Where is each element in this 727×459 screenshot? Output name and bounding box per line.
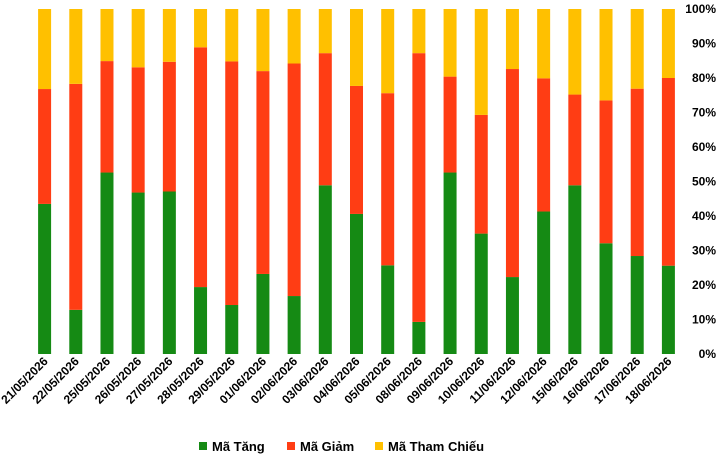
bar-segment-2-1 bbox=[38, 89, 52, 204]
bar-segment-3-18 bbox=[568, 9, 582, 95]
bar-segment-2-19 bbox=[599, 100, 613, 244]
bar-segment-2-18 bbox=[568, 94, 582, 186]
y-tick-label: 90% bbox=[692, 37, 716, 51]
bar-segment-3-15 bbox=[474, 9, 488, 115]
legend-swatch bbox=[287, 442, 295, 450]
y-tick-label: 80% bbox=[692, 71, 716, 85]
bar-segment-1-7 bbox=[225, 305, 239, 354]
bar-segment-3-2 bbox=[69, 9, 83, 84]
legend: Mã Tăng Mã Giảm Mã Tham Chiếu bbox=[199, 439, 484, 454]
bar-segment-1-1 bbox=[38, 203, 52, 354]
bar-segment-1-5 bbox=[162, 191, 176, 354]
bar-segment-1-11 bbox=[350, 213, 363, 354]
bar-segment-2-15 bbox=[474, 114, 488, 234]
bar-segment-2-12 bbox=[381, 93, 395, 266]
y-tick-label: 10% bbox=[692, 313, 716, 327]
bar-segment-3-5 bbox=[162, 9, 176, 62]
bar-segment-1-17 bbox=[537, 211, 551, 354]
bar-segment-2-20 bbox=[630, 88, 644, 257]
legend-label: Mã Tham Chiếu bbox=[388, 439, 484, 454]
bar-segment-3-9 bbox=[287, 9, 301, 64]
bar-segment-2-7 bbox=[225, 61, 239, 306]
legend-label: Mã Giảm bbox=[300, 439, 354, 454]
bar-segment-3-12 bbox=[381, 9, 395, 94]
bar-segment-2-2 bbox=[69, 83, 83, 310]
bar-segment-1-3 bbox=[100, 172, 114, 354]
y-tick-label: 50% bbox=[692, 175, 716, 189]
bar-segment-3-3 bbox=[100, 9, 114, 62]
bar-segment-2-16 bbox=[505, 69, 519, 278]
bar-segment-1-16 bbox=[505, 277, 519, 354]
bar-segment-3-8 bbox=[256, 9, 270, 72]
y-tick-label: 100% bbox=[685, 2, 716, 16]
y-tick-label: 0% bbox=[699, 347, 717, 361]
bar-segment-1-13 bbox=[412, 321, 426, 354]
x-axis: 21/05/202622/05/202625/05/202626/05/2026… bbox=[0, 354, 675, 407]
bar-segment-3-11 bbox=[350, 9, 363, 86]
bar-segment-2-4 bbox=[131, 67, 145, 193]
bar-segment-3-1 bbox=[38, 9, 52, 90]
bar-segment-3-10 bbox=[318, 9, 332, 54]
bar-segment-1-21 bbox=[661, 265, 675, 354]
y-axis: 0% 10% 20% 30% 40% 50% 60% 70% 80% 90% 100% bbox=[685, 2, 716, 361]
bars-group bbox=[38, 9, 675, 354]
bar-segment-1-20 bbox=[630, 256, 644, 354]
bar-segment-2-17 bbox=[537, 78, 551, 212]
bar-segment-3-6 bbox=[194, 9, 208, 48]
bar-segment-2-8 bbox=[256, 71, 270, 274]
bar-segment-3-14 bbox=[443, 9, 457, 77]
bar-segment-1-9 bbox=[287, 296, 301, 354]
bar-segment-3-13 bbox=[412, 9, 426, 54]
bar-segment-2-13 bbox=[412, 53, 426, 322]
bar-segment-3-19 bbox=[599, 9, 613, 101]
bar-segment-2-11 bbox=[350, 85, 363, 214]
bar-segment-2-10 bbox=[318, 53, 332, 186]
bar-segment-3-16 bbox=[505, 9, 519, 70]
bar-segment-1-8 bbox=[256, 273, 270, 354]
bar-segment-2-5 bbox=[162, 61, 176, 192]
bar-segment-2-9 bbox=[287, 63, 301, 297]
legend-label: Mã Tăng bbox=[212, 439, 265, 454]
bar-segment-1-19 bbox=[599, 243, 613, 354]
y-tick-label: 70% bbox=[692, 106, 716, 120]
bar-segment-3-17 bbox=[537, 9, 551, 79]
bar-segment-3-4 bbox=[131, 9, 145, 68]
bar-segment-1-15 bbox=[474, 233, 488, 354]
y-tick-label: 40% bbox=[692, 209, 716, 223]
bar-segment-1-14 bbox=[443, 172, 457, 354]
bar-segment-3-7 bbox=[225, 9, 239, 62]
bar-segment-1-4 bbox=[131, 192, 145, 354]
legend-swatch bbox=[199, 442, 207, 450]
bar-segment-2-21 bbox=[661, 78, 675, 266]
bar-segment-1-12 bbox=[381, 265, 395, 354]
bar-segment-1-2 bbox=[69, 309, 83, 354]
y-tick-label: 30% bbox=[692, 244, 716, 258]
bar-segment-1-18 bbox=[568, 185, 582, 354]
legend-swatch bbox=[375, 442, 383, 450]
bar-segment-1-6 bbox=[194, 287, 208, 354]
bar-segment-2-6 bbox=[194, 47, 208, 288]
bar-segment-2-14 bbox=[443, 76, 457, 173]
bar-segment-3-20 bbox=[630, 9, 644, 89]
bar-segment-1-10 bbox=[318, 185, 332, 354]
y-tick-label: 60% bbox=[692, 140, 716, 154]
bar-segment-3-21 bbox=[661, 9, 675, 78]
y-tick-label: 20% bbox=[692, 278, 716, 292]
bar-segment-2-3 bbox=[100, 61, 114, 173]
